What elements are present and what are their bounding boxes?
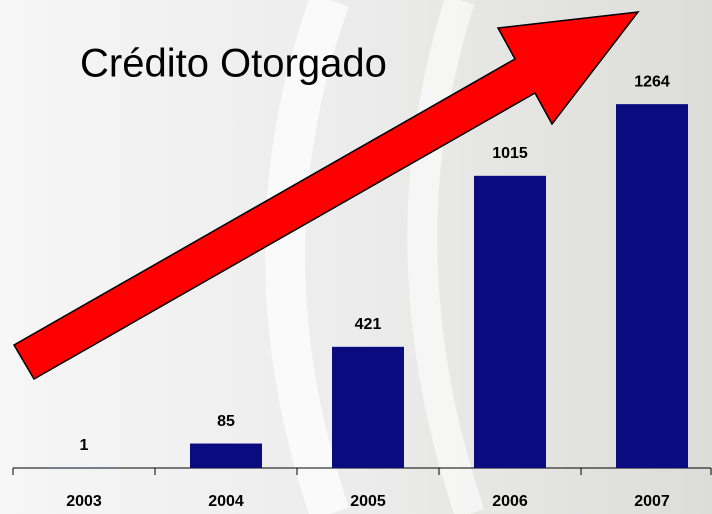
value-label: 1264: [634, 73, 670, 90]
value-label: 85: [217, 413, 235, 430]
chart-title: Crédito Otorgado: [80, 42, 387, 86]
bar: [474, 176, 546, 468]
x-tick-label: 2005: [350, 493, 386, 510]
chart: 1 2003 85 2004 421 2005 1015 2006 1264 2007 Crédi…: [0, 0, 712, 514]
value-label: 1015: [492, 145, 528, 162]
x-tick-label: 2007: [634, 493, 670, 510]
x-tick-label: 2003: [66, 493, 102, 510]
bar: [332, 347, 404, 468]
bar: [616, 104, 688, 468]
x-tick-label: 2006: [492, 493, 528, 510]
value-label: 1: [80, 437, 89, 454]
value-label: 421: [355, 316, 382, 333]
bar: [190, 444, 262, 468]
x-tick-label: 2004: [208, 493, 244, 510]
